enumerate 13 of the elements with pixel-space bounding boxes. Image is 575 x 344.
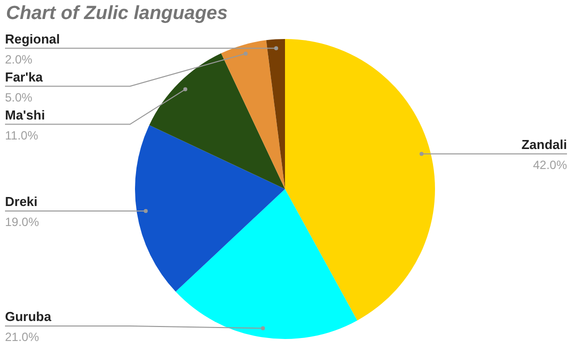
- data-label: 42.0%: [532, 158, 568, 172]
- data-label: 5.0%: [5, 90, 33, 104]
- slice-label: Dreki: [5, 194, 38, 210]
- slice-label: Far'ka: [5, 69, 44, 84]
- slice-label: Ma'shi: [5, 107, 45, 122]
- slice-label: Zandali: [521, 136, 567, 152]
- chart-title: Chart of Zulic languages: [6, 3, 228, 25]
- data-label: 11.0%: [5, 128, 38, 142]
- slice-label: Regional: [5, 31, 60, 46]
- data-label: 2.0%: [5, 52, 33, 66]
- slice-label: Guruba: [5, 309, 52, 324]
- data-label: 21.0%: [5, 330, 40, 344]
- data-label: 19.0%: [5, 215, 40, 230]
